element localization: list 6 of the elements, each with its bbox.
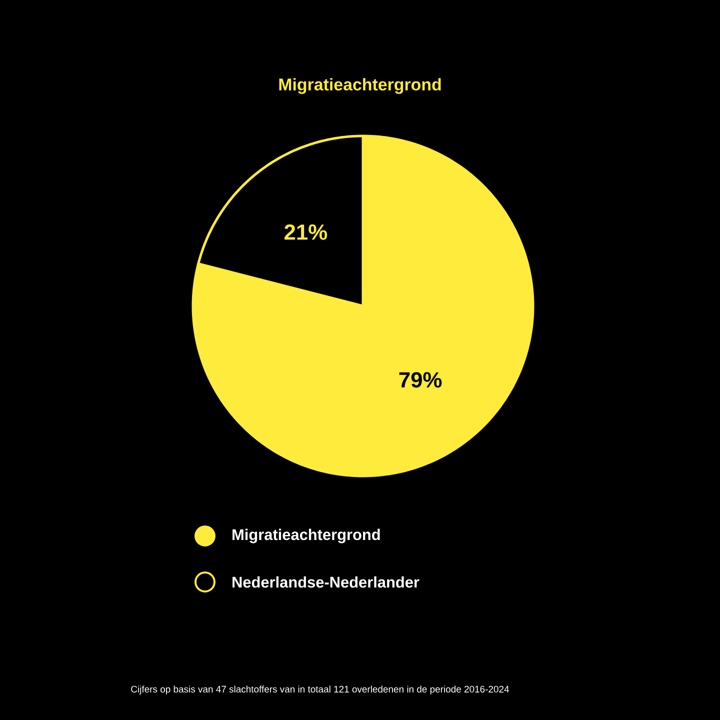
legend-label: Nederlandse-Nederlander [232, 576, 420, 588]
text: Cijfers op basis van 47 slachtoffers van in totaal 121 overledenen in de periode 2016-2024 [131, 686, 509, 694]
legend-label: Migratieachtergrond [232, 528, 380, 544]
data-label: 21% [284, 224, 328, 240]
data-label: 79% [399, 372, 442, 388]
chart-title: Migratieachtergrond [279, 78, 441, 94]
